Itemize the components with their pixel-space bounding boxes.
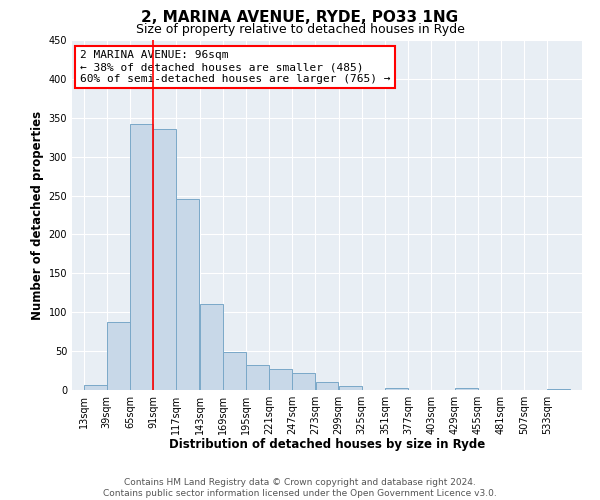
Y-axis label: Number of detached properties: Number of detached properties bbox=[31, 110, 44, 320]
Bar bbox=[316, 382, 338, 390]
Text: 2 MARINA AVENUE: 96sqm
← 38% of detached houses are smaller (485)
60% of semi-de: 2 MARINA AVENUE: 96sqm ← 38% of detached… bbox=[80, 50, 390, 84]
Text: Contains HM Land Registry data © Crown copyright and database right 2024.
Contai: Contains HM Land Registry data © Crown c… bbox=[103, 478, 497, 498]
Bar bbox=[455, 388, 478, 390]
Bar bbox=[246, 365, 269, 390]
Bar bbox=[385, 388, 408, 390]
Bar bbox=[223, 352, 246, 390]
Bar bbox=[269, 369, 292, 390]
Text: 2, MARINA AVENUE, RYDE, PO33 1NG: 2, MARINA AVENUE, RYDE, PO33 1NG bbox=[142, 10, 458, 25]
Bar bbox=[107, 322, 130, 390]
Bar bbox=[292, 373, 315, 390]
Bar bbox=[153, 130, 176, 390]
Bar bbox=[84, 384, 107, 390]
X-axis label: Distribution of detached houses by size in Ryde: Distribution of detached houses by size … bbox=[169, 438, 485, 452]
Bar bbox=[547, 389, 570, 390]
Bar bbox=[176, 198, 199, 390]
Text: Size of property relative to detached houses in Ryde: Size of property relative to detached ho… bbox=[136, 22, 464, 36]
Bar bbox=[130, 124, 153, 390]
Bar bbox=[339, 386, 362, 390]
Bar bbox=[200, 304, 223, 390]
